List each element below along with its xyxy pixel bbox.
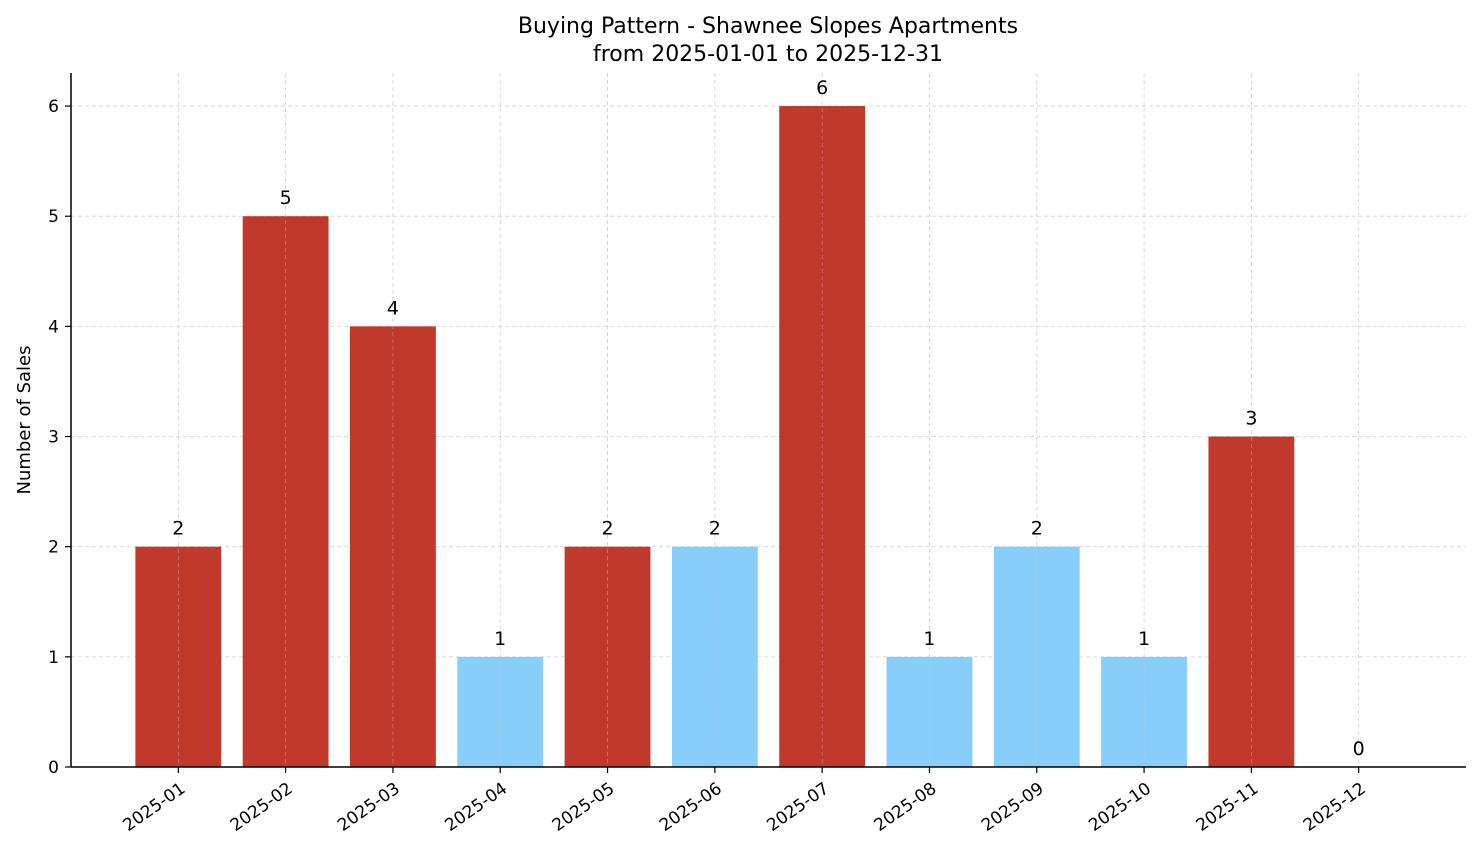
x-tick-label: 2025-06 (656, 779, 726, 836)
x-tick-label: 2025-03 (334, 779, 404, 836)
x-tick-label: 2025-02 (227, 779, 297, 836)
x-tick-label: 2025-11 (1193, 779, 1263, 836)
data-label: 0 (1353, 738, 1365, 760)
x-tick-label: 2025-10 (1085, 779, 1155, 836)
data-label: 6 (816, 77, 828, 99)
chart-title: Buying Pattern - Shawnee Slopes Apartmen… (518, 14, 1018, 39)
x-tick-label: 2025-05 (549, 779, 619, 836)
x-tick-label: 2025-12 (1300, 779, 1370, 836)
y-tick-label: 5 (48, 207, 59, 227)
x-tick-label: 2025-07 (763, 779, 833, 836)
bar (350, 326, 436, 767)
y-tick-label: 4 (48, 317, 59, 337)
data-label: 2 (601, 518, 613, 540)
bar (779, 106, 866, 768)
data-label: 3 (1245, 408, 1257, 430)
data-label: 1 (923, 628, 935, 650)
data-label: 1 (494, 628, 506, 650)
y-tick-label: 6 (48, 97, 59, 117)
x-tick-label: 2025-08 (871, 779, 941, 836)
data-label: 2 (172, 518, 184, 540)
y-tick-label: 3 (48, 428, 59, 448)
x-tick-label: 2025-09 (978, 779, 1048, 836)
x-tick-label: 2025-01 (120, 779, 190, 836)
data-label: 2 (1031, 518, 1043, 540)
data-label: 4 (387, 297, 399, 319)
y-tick-label: 0 (48, 758, 59, 778)
y-axis-label: Number of Sales (14, 345, 35, 494)
y-tick-label: 1 (48, 648, 59, 668)
y-tick-label: 2 (48, 538, 59, 558)
data-label: 2 (709, 518, 721, 540)
data-label: 1 (1138, 628, 1150, 650)
x-tick-label: 2025-04 (441, 779, 511, 836)
chart-subtitle: from 2025-01-01 to 2025-12-31 (593, 42, 943, 67)
data-label: 5 (280, 187, 292, 209)
